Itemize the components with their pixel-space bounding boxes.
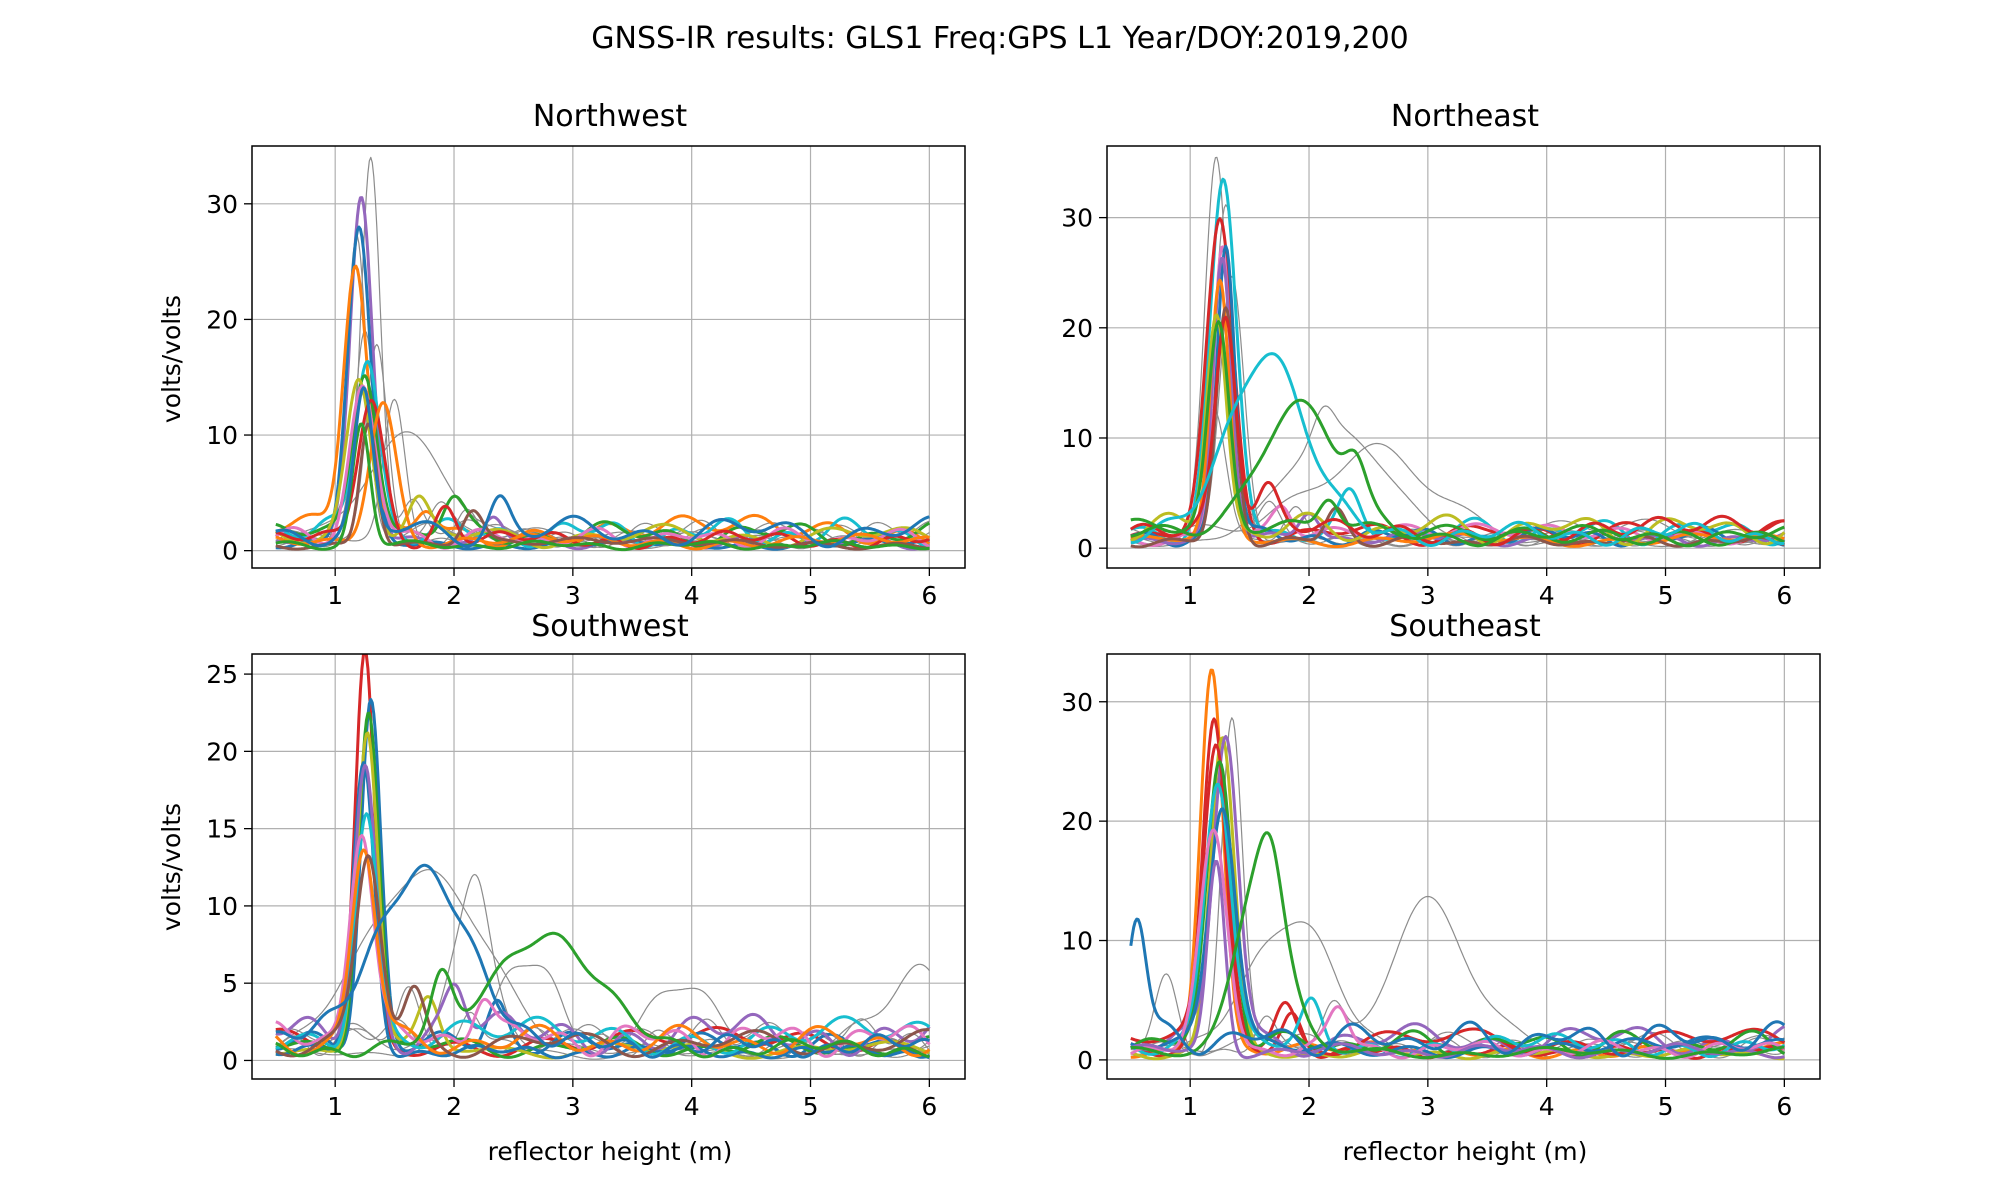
x-tick-label-southwest: 2 bbox=[446, 1092, 462, 1121]
axes-frame bbox=[1106, 145, 1821, 569]
series-line bbox=[1130, 313, 1786, 547]
series-line bbox=[275, 374, 931, 549]
panel-title-northeast: Northeast bbox=[1391, 99, 1539, 134]
panel-northwest: Northwest 1 2 3 4 5 6 0 10 20 30 bbox=[206, 99, 966, 610]
panel-title-northwest: Northwest bbox=[533, 99, 688, 134]
x-tick-label-southeast: 4 bbox=[1539, 1092, 1555, 1121]
x-tick-label-northwest: 4 bbox=[684, 581, 700, 610]
series-line bbox=[1130, 398, 1785, 548]
panel-southwest: Southwest 1 2 3 4 5 6 0 5 10 15 20 25 bbox=[206, 609, 966, 1121]
series-line bbox=[1129, 917, 1786, 1058]
x-tick-label-northwest: 2 bbox=[446, 581, 462, 610]
x-tick-label-northeast: 3 bbox=[1420, 581, 1436, 610]
y-axis-label-southwest: volts/volts bbox=[157, 803, 186, 931]
y-tick-label-southeast: 30 bbox=[1061, 688, 1093, 717]
series-line bbox=[274, 848, 931, 1058]
y-tick-label-southeast: 10 bbox=[1061, 927, 1093, 956]
y-tick-label-southeast: 20 bbox=[1061, 807, 1093, 836]
x-tick-label-northeast: 2 bbox=[1301, 581, 1317, 610]
y-tick-label-southwest: 5 bbox=[222, 969, 238, 998]
y-tick-label-northeast: 20 bbox=[1061, 314, 1093, 343]
x-tick-label-southwest: 1 bbox=[327, 1092, 343, 1121]
x-tick-label-northwest: 1 bbox=[327, 581, 343, 610]
x-tick-label-southwest: 5 bbox=[803, 1092, 819, 1121]
y-tick-label-southwest: 10 bbox=[206, 892, 238, 921]
series-line bbox=[1130, 895, 1785, 1058]
series-line bbox=[275, 360, 930, 549]
y-tick-label-northeast: 10 bbox=[1061, 424, 1093, 453]
y-tick-label-northwest: 30 bbox=[206, 190, 238, 219]
series-line bbox=[1130, 831, 1785, 1060]
x-axis-label-southwest: reflector height (m) bbox=[488, 1137, 733, 1166]
y-tick-label-southeast: 0 bbox=[1077, 1046, 1093, 1075]
series-line bbox=[1130, 735, 1786, 1058]
series-line bbox=[275, 854, 930, 1059]
x-tick-label-southwest: 6 bbox=[921, 1092, 937, 1121]
axes-frame bbox=[251, 145, 966, 569]
series-line bbox=[275, 986, 930, 1057]
y-tick-label-northwest: 20 bbox=[206, 305, 238, 334]
series-line bbox=[275, 386, 930, 549]
x-tick-label-northeast: 5 bbox=[1658, 581, 1674, 610]
y-tick-label-southwest: 25 bbox=[206, 660, 238, 689]
y-tick-label-northeast: 0 bbox=[1077, 534, 1093, 563]
x-tick-label-southeast: 2 bbox=[1301, 1092, 1317, 1121]
x-tick-label-southwest: 4 bbox=[684, 1092, 700, 1121]
x-tick-label-northeast: 6 bbox=[1776, 581, 1792, 610]
y-tick-label-northwest: 0 bbox=[222, 537, 238, 566]
series-line bbox=[1130, 743, 1786, 1056]
y-tick-label-southwest: 15 bbox=[206, 815, 238, 844]
series-line bbox=[1130, 352, 1785, 547]
axes-frame bbox=[251, 653, 966, 1080]
series-line bbox=[1130, 828, 1786, 1060]
y-axis-label-northwest: volts/volts bbox=[157, 295, 186, 423]
x-tick-label-southeast: 3 bbox=[1420, 1092, 1436, 1121]
axes-frame bbox=[1106, 653, 1821, 1080]
x-tick-label-southeast: 6 bbox=[1776, 1092, 1792, 1121]
series-line bbox=[1130, 807, 1785, 1060]
x-tick-label-southeast: 5 bbox=[1658, 1092, 1674, 1121]
x-axis-label-southeast: reflector height (m) bbox=[1343, 1137, 1588, 1166]
y-tick-label-southwest: 0 bbox=[222, 1046, 238, 1075]
panel-northeast: Northeast 1 2 3 4 5 6 0 10 20 30 bbox=[1061, 99, 1821, 610]
x-tick-label-southeast: 1 bbox=[1182, 1092, 1198, 1121]
x-tick-label-northeast: 1 bbox=[1182, 581, 1198, 610]
x-tick-label-northeast: 4 bbox=[1539, 581, 1555, 610]
figure-title: GNSS-IR results: GLS1 Freq:GPS L1 Year/D… bbox=[591, 21, 1409, 56]
x-tick-label-northwest: 3 bbox=[565, 581, 581, 610]
y-tick-label-northeast: 30 bbox=[1061, 204, 1093, 233]
x-tick-label-northwest: 6 bbox=[921, 581, 937, 610]
series-line bbox=[275, 422, 930, 552]
x-tick-label-northwest: 5 bbox=[803, 581, 819, 610]
y-tick-label-northwest: 10 bbox=[206, 421, 238, 450]
x-tick-label-southwest: 3 bbox=[565, 1092, 581, 1121]
series-line bbox=[275, 931, 930, 1059]
panel-southeast: Southeast 1 2 3 4 5 6 0 10 20 30 bbox=[1061, 609, 1821, 1121]
panel-title-southwest: Southwest bbox=[531, 609, 689, 644]
y-tick-label-southwest: 20 bbox=[206, 737, 238, 766]
panel-title-southeast: Southeast bbox=[1389, 609, 1541, 644]
